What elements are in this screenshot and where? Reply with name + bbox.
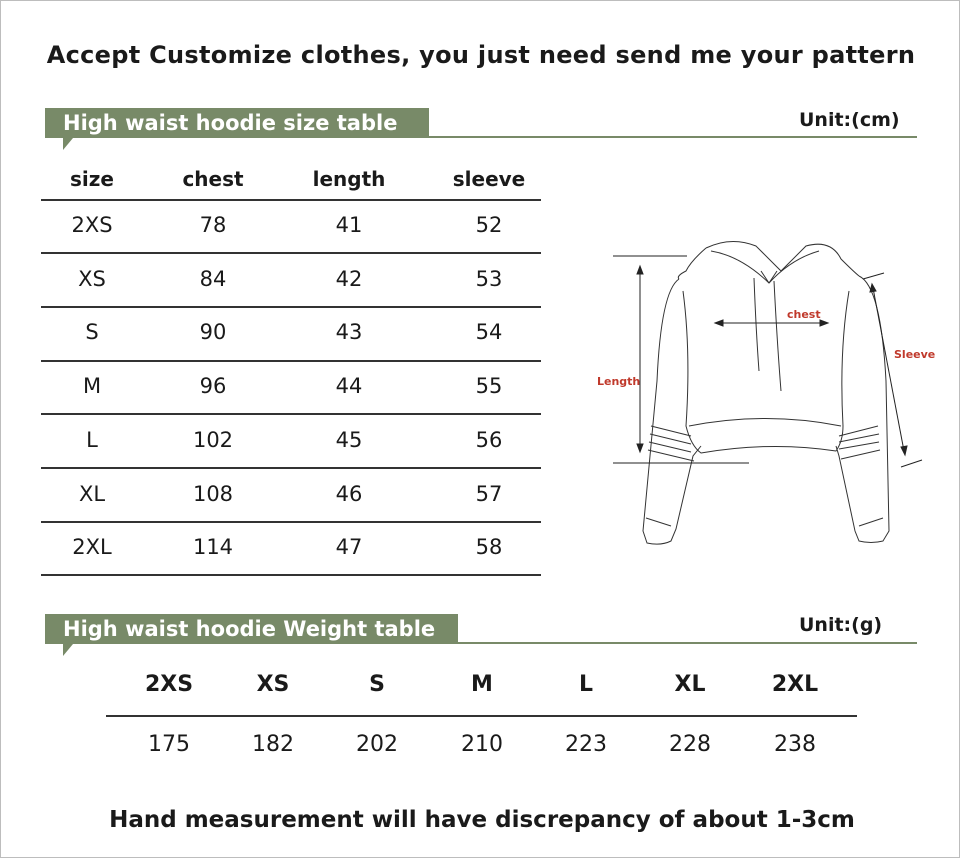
- sleeve-measure: [862, 272, 923, 468]
- table-cell: 41: [335, 213, 363, 237]
- table-cell: 47: [335, 535, 363, 560]
- table-cell: 96: [199, 374, 227, 399]
- row-divider: [41, 413, 541, 415]
- column-header: sleeve: [452, 167, 526, 191]
- hoodie-diagram: chest Sleeve Length: [597, 241, 935, 545]
- chest-measure: [713, 319, 830, 327]
- table-cell: XS: [78, 266, 106, 291]
- length-label: Length: [597, 375, 640, 388]
- row-divider: [41, 360, 541, 362]
- weight-value: 202: [356, 732, 398, 757]
- page-title: Accept Customize clothes, you just need …: [46, 41, 916, 69]
- banner-rule: [45, 136, 917, 138]
- table-cell: 46: [335, 481, 363, 506]
- table-cell: M: [82, 374, 102, 399]
- row-divider: [41, 521, 541, 523]
- weight-header: S: [369, 672, 385, 697]
- table-cell: 114: [192, 535, 234, 560]
- table-cell: 54: [475, 320, 503, 345]
- weight-header: M: [471, 672, 493, 697]
- row-divider: [41, 574, 541, 576]
- column-header: chest: [182, 167, 244, 191]
- row-divider: [41, 252, 541, 254]
- row-divider: [41, 467, 541, 469]
- weight-value: 210: [461, 732, 503, 757]
- table-cell: 45: [335, 427, 363, 452]
- weight-header: XS: [256, 672, 290, 697]
- table-cell: 78: [199, 213, 227, 237]
- table-cell: 44: [335, 374, 363, 399]
- table-cell: 53: [475, 266, 503, 291]
- table-cell: 58: [475, 535, 503, 560]
- table-cell: 90: [199, 320, 227, 345]
- table-cell: 42: [335, 266, 363, 291]
- weight-value: 182: [252, 732, 294, 757]
- table-cell: 55: [475, 374, 503, 399]
- weight-header: 2XS: [144, 672, 194, 697]
- footer-note: Hand measurement will have discrepancy o…: [109, 807, 855, 833]
- weight-header: 2XL: [771, 672, 819, 697]
- size-unit: Unit:(cm): [799, 109, 900, 131]
- weight-value: 228: [669, 732, 711, 757]
- row-divider: [41, 306, 541, 308]
- row-divider: [41, 199, 541, 201]
- column-header: length: [312, 167, 386, 191]
- table-cell: XL: [78, 481, 106, 506]
- table-cell: S: [85, 320, 99, 345]
- hoodie-outline: [642, 241, 890, 545]
- table-cell: 52: [475, 213, 503, 237]
- table-cell: 43: [335, 320, 363, 345]
- table-cell: 102: [192, 427, 234, 452]
- banner-tail: [63, 138, 73, 150]
- banner-rule: [45, 642, 917, 644]
- weight-value: 175: [148, 732, 190, 757]
- table-cell: 84: [199, 266, 227, 291]
- weight-divider: [106, 715, 857, 717]
- table-cell: 57: [475, 481, 503, 506]
- sleeve-label: Sleeve: [894, 348, 935, 361]
- size-table-banner: High waist hoodie size table: [45, 108, 429, 138]
- weight-header: XL: [674, 672, 706, 697]
- column-header: size: [70, 167, 114, 191]
- table-cell: 56: [475, 427, 503, 452]
- table-cell: 2XS: [71, 213, 113, 237]
- table-cell: L: [86, 427, 98, 452]
- weight-value: 223: [565, 732, 607, 757]
- banner-tail: [63, 644, 73, 656]
- table-cell: 2XL: [72, 535, 112, 560]
- weight-header: L: [578, 672, 594, 697]
- table-cell: 108: [192, 481, 234, 506]
- weight-value: 238: [774, 732, 816, 757]
- chest-label: chest: [787, 308, 821, 321]
- length-measure: [613, 255, 749, 464]
- weight-table-banner: High waist hoodie Weight table: [45, 614, 458, 644]
- weight-unit: Unit:(g): [799, 614, 883, 636]
